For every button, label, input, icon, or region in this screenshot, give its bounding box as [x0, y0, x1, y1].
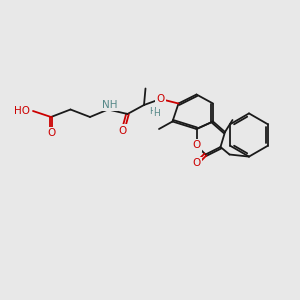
Text: O: O: [156, 94, 165, 104]
Text: HO: HO: [14, 106, 30, 116]
Text: O: O: [192, 140, 201, 151]
Text: H: H: [153, 110, 160, 118]
Text: H: H: [149, 107, 156, 116]
Text: NH: NH: [102, 100, 117, 110]
Text: O: O: [47, 128, 55, 139]
Text: O: O: [192, 158, 201, 169]
Text: O: O: [119, 125, 127, 136]
